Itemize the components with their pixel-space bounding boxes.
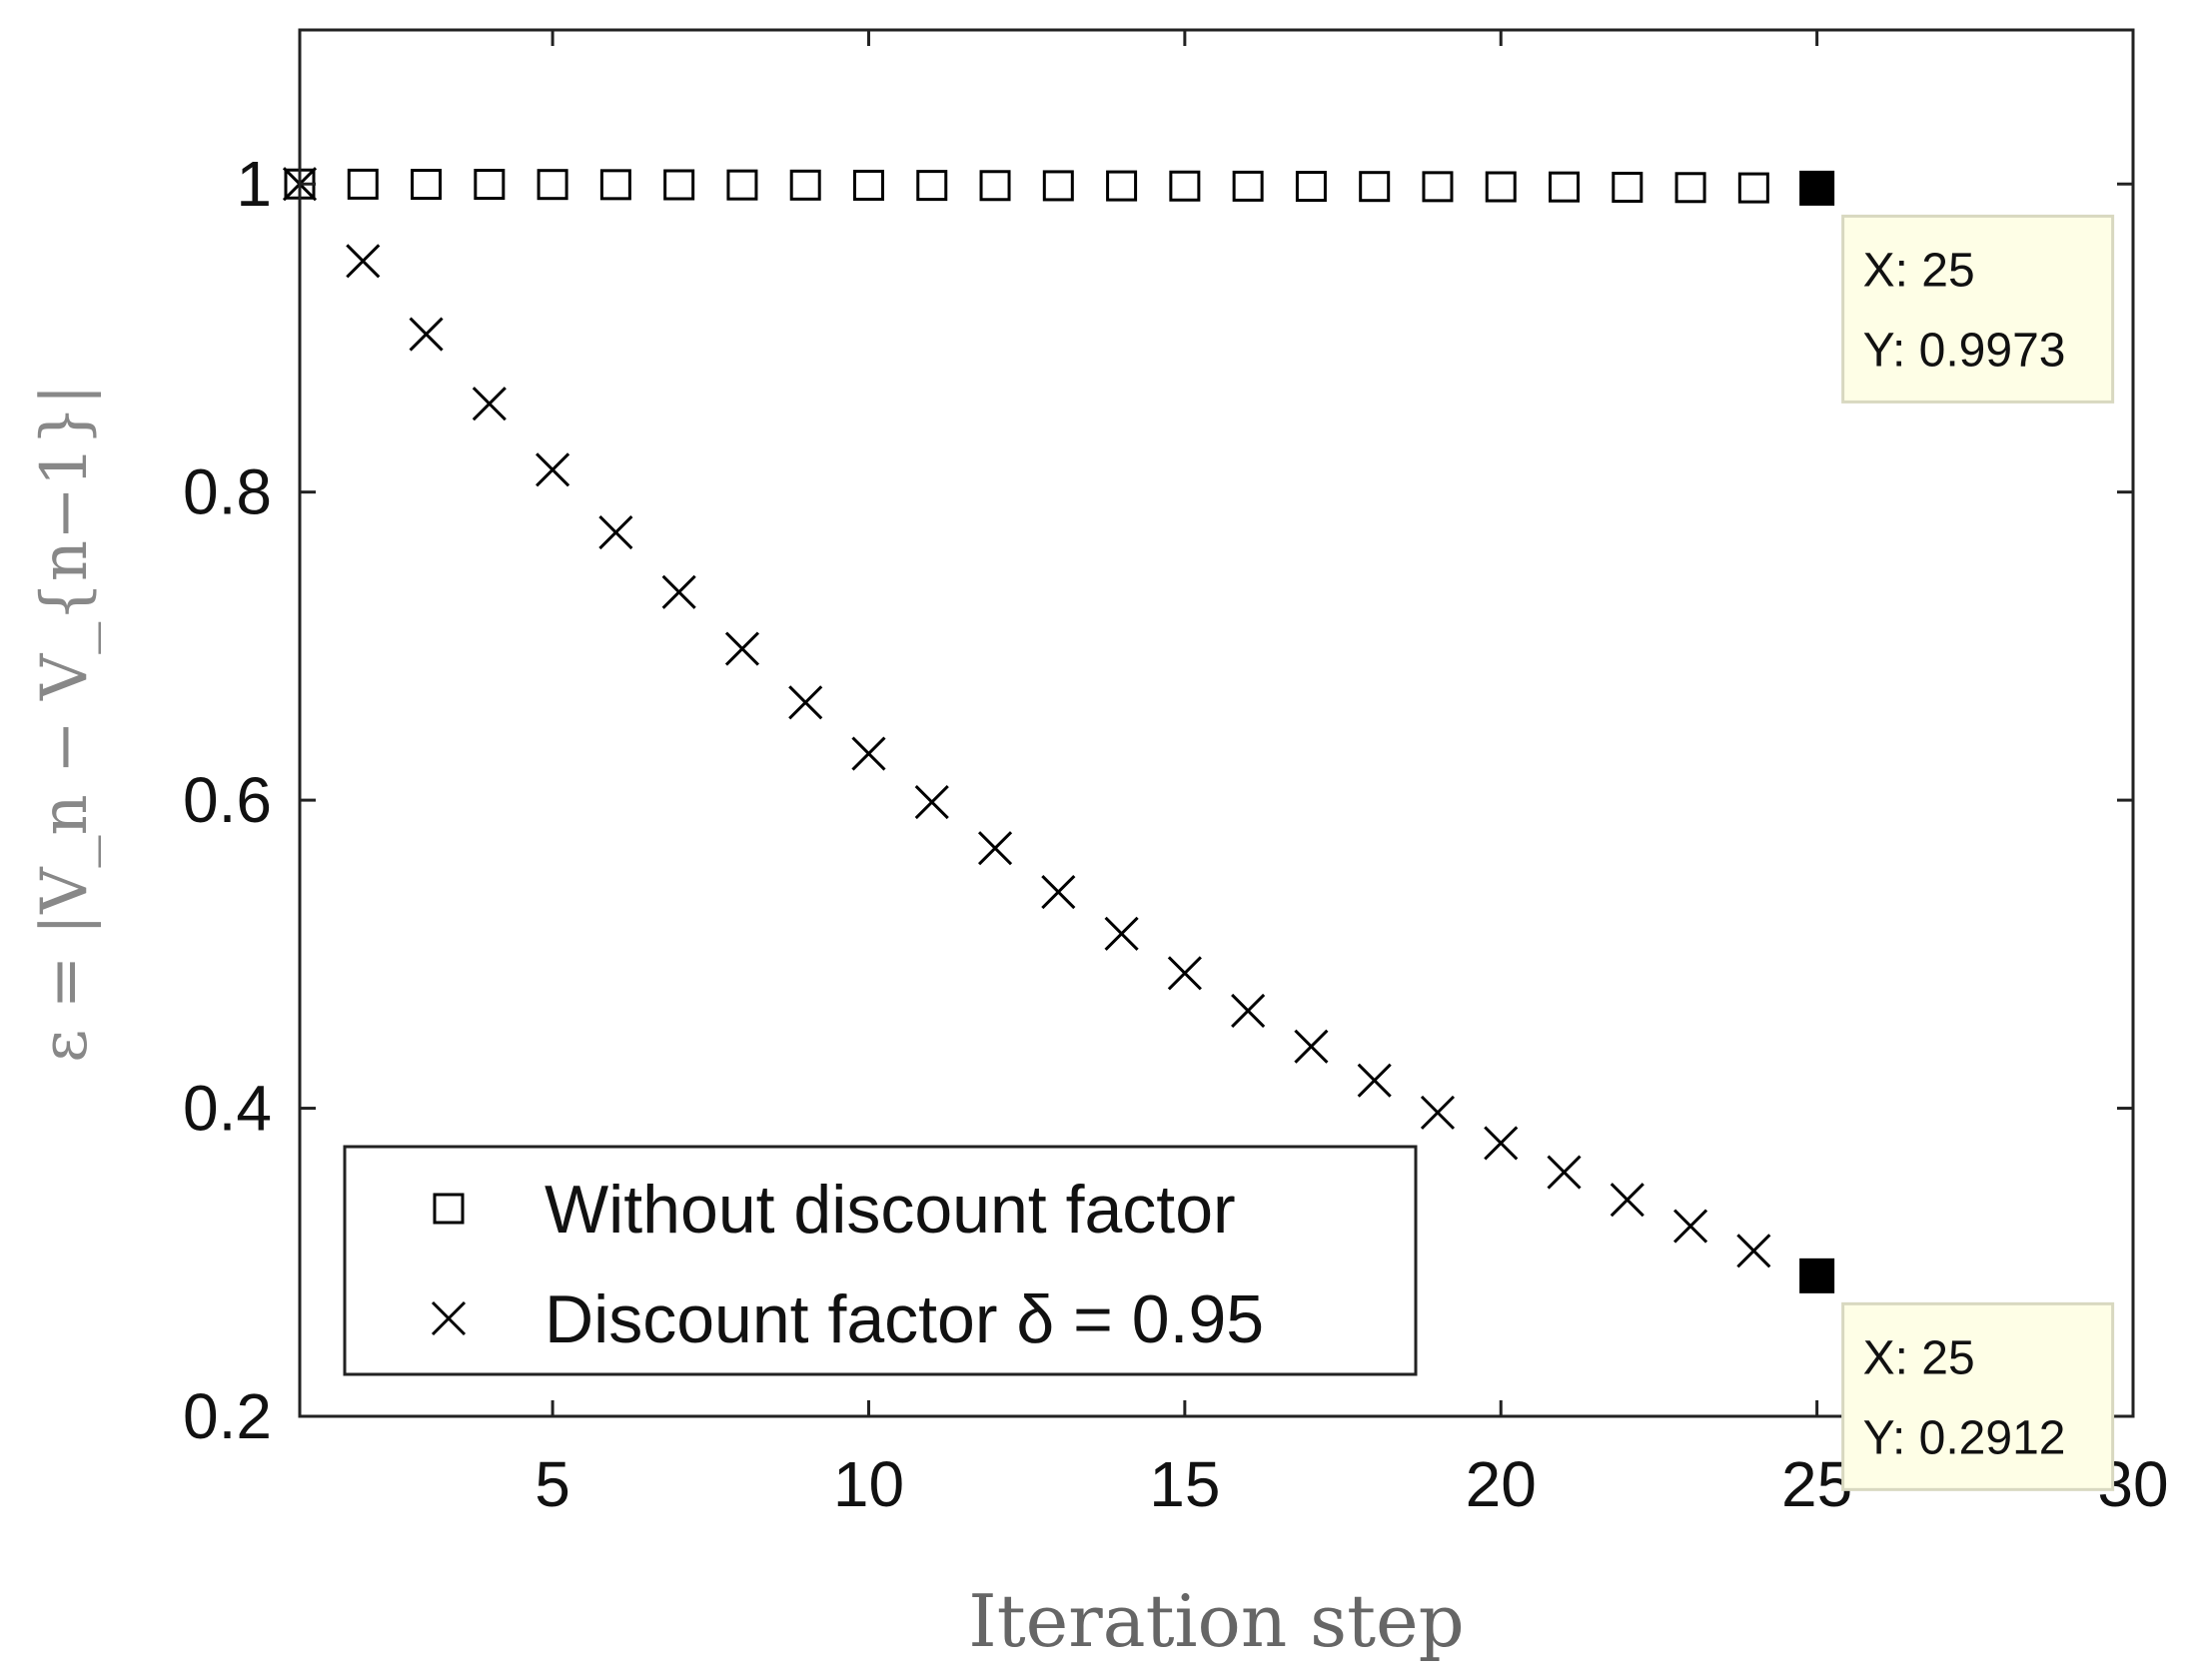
x-marker	[1484, 1126, 1519, 1161]
x-tick-label: 20	[1466, 1448, 1537, 1520]
x-marker	[1547, 1155, 1582, 1190]
x-marker	[661, 574, 696, 609]
x-marker	[598, 515, 633, 550]
square-marker	[916, 170, 948, 202]
square-marker	[1169, 170, 1201, 202]
series-2	[282, 167, 1834, 1293]
datatip-point	[1799, 1258, 1835, 1293]
square-marker	[411, 169, 443, 201]
square-marker	[347, 168, 379, 200]
square-marker	[599, 169, 631, 201]
x-axis-label: Iteration step	[968, 1579, 1464, 1663]
legend-label: Discount factor δ = 0.95	[545, 1281, 1264, 1357]
square-marker	[1042, 170, 1074, 202]
x-marker	[1104, 916, 1139, 951]
datatip-x-text: X: 25	[1863, 244, 1975, 297]
legend-label: Without discount factor	[545, 1172, 1236, 1248]
square-marker	[852, 169, 884, 201]
legend-x-icon	[431, 1300, 467, 1336]
square-marker	[1106, 170, 1138, 202]
x-marker	[1736, 1234, 1771, 1268]
x-marker	[1610, 1183, 1645, 1218]
x-marker	[788, 685, 823, 720]
square-marker	[1612, 171, 1644, 203]
x-tick-label: 5	[535, 1448, 570, 1520]
plot-frame	[298, 28, 2135, 1418]
square-marker	[1485, 171, 1517, 203]
y-tick-label: 0.8	[183, 456, 272, 528]
x-marker	[1231, 993, 1266, 1028]
datatip-background	[1841, 214, 2115, 404]
x-marker	[914, 785, 949, 820]
datatip-x-text: X: 25	[1863, 1331, 1975, 1384]
square-marker	[537, 169, 568, 201]
chart-marks	[282, 167, 1834, 1293]
x-marker	[472, 387, 507, 421]
square-marker	[1422, 171, 1454, 203]
x-marker	[851, 736, 886, 771]
x-marker	[409, 317, 444, 352]
square-marker	[663, 169, 695, 201]
x-tick-label: 25	[1781, 1448, 1852, 1520]
square-marker	[1674, 172, 1706, 204]
square-marker	[979, 170, 1011, 202]
square-marker	[1232, 170, 1264, 202]
legend-box	[343, 1145, 1418, 1376]
x-marker	[1420, 1095, 1456, 1130]
x-marker	[1167, 956, 1202, 991]
x-marker	[1673, 1209, 1708, 1244]
square-marker	[474, 169, 506, 201]
x-marker	[1041, 874, 1076, 910]
datatip-y-text: Y: 0.2912	[1863, 1411, 2066, 1464]
x-tick-label: 15	[1149, 1448, 1220, 1520]
datatip-background	[1841, 1301, 2115, 1491]
x-marker	[1294, 1029, 1329, 1064]
y-tick-label: 0.4	[183, 1073, 272, 1145]
y-tick-label: 0.2	[183, 1380, 272, 1452]
square-marker	[789, 169, 821, 201]
legend: Without discount factor Discount factor δ…	[343, 1145, 1418, 1376]
x-marker	[724, 631, 759, 666]
x-marker	[536, 452, 570, 487]
axis-ticks: 5 10 15 20 25 300.20.40.60.81	[183, 30, 2169, 1520]
datatip-box: X: 25 Y: 0.2912	[1841, 1301, 2115, 1491]
x-marker	[346, 244, 381, 279]
square-marker	[1549, 171, 1581, 203]
series-1	[284, 168, 1833, 204]
datatip-point	[1799, 170, 1835, 206]
y-tick-label: 1	[236, 148, 272, 220]
datatip-y-text: Y: 0.9973	[1863, 324, 2066, 377]
y-axis-label: ε = |V_n − V_{n−1}|	[28, 384, 102, 1063]
square-marker	[1359, 171, 1391, 203]
x-tick-label: 10	[833, 1448, 904, 1520]
square-marker	[1737, 172, 1769, 204]
datatip-box: X: 25 Y: 0.9973	[1841, 214, 2115, 404]
legend-square-icon	[433, 1193, 465, 1225]
datatips: X: 25 Y: 0.9973 X: 25 Y: 0.2912	[1799, 170, 2115, 1491]
x-marker	[977, 831, 1013, 866]
square-marker	[1295, 171, 1327, 203]
y-tick-label: 0.6	[183, 764, 272, 836]
square-marker	[726, 169, 758, 201]
x-marker	[1357, 1063, 1392, 1098]
